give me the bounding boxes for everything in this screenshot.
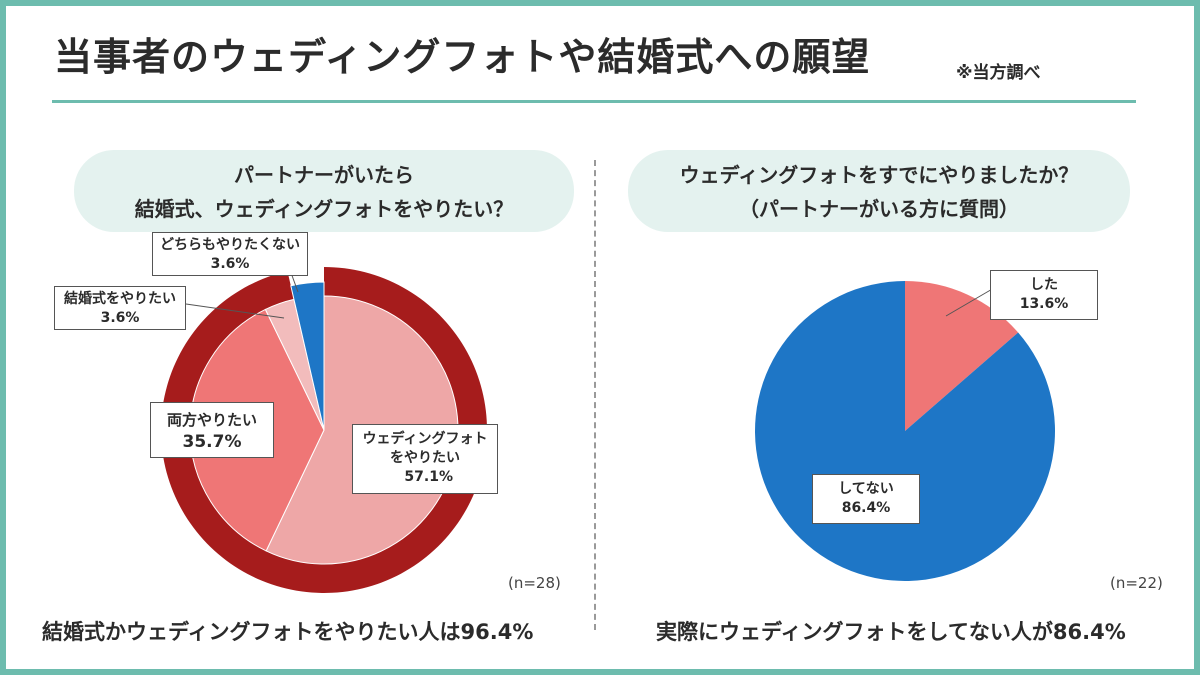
label-both-value: 35.7% bbox=[182, 432, 242, 452]
left-question-pill: パートナーがいたら 結婚式、ウェディングフォトをやりたい？ bbox=[74, 150, 574, 232]
label-neither-value: 3.6% bbox=[210, 256, 250, 272]
label-done-text: した bbox=[1030, 277, 1058, 293]
label-not-done-value: 86.4% bbox=[841, 500, 891, 516]
label-both-text: 両方やりたい bbox=[166, 411, 257, 429]
leader-line-done bbox=[945, 287, 995, 317]
label-neither-text: どちらもやりたくない bbox=[160, 237, 300, 253]
label-neither: どちらもやりたくない 3.6% bbox=[152, 232, 308, 276]
right-question-line-1: ウェディングフォトをすでにやりましたか？ bbox=[679, 163, 1079, 187]
left-question-line-1: パートナーがいたら bbox=[234, 163, 414, 187]
title-underline bbox=[52, 100, 1136, 103]
label-not-done-text: してない bbox=[838, 481, 894, 497]
label-ceremony-only-text: 結婚式をやりたい bbox=[64, 291, 176, 307]
label-both: 両方やりたい 35.7% bbox=[150, 402, 274, 458]
left-summary: 結婚式かウェディングフォトをやりたい人は96.4% bbox=[42, 620, 534, 644]
label-photo-only: ウェディングフォト をやりたい 57.1% bbox=[352, 424, 498, 494]
left-question-line-2: 結婚式、ウェディングフォトをやりたい？ bbox=[134, 197, 514, 221]
label-ceremony-only: 結婚式をやりたい 3.6% bbox=[54, 286, 186, 330]
right-summary: 実際にウェディングフォトをしてない人が86.4% bbox=[656, 620, 1126, 644]
label-ceremony-only-value: 3.6% bbox=[100, 310, 140, 326]
label-done: した 13.6% bbox=[990, 270, 1098, 320]
pie-slice-right-0 bbox=[905, 281, 1019, 431]
right-sample-size: (n=22) bbox=[1110, 574, 1163, 592]
left-sample-size: (n=28) bbox=[508, 574, 561, 592]
source-note: ※当方調べ bbox=[956, 63, 1041, 83]
label-photo-only-line-2: をやりたい bbox=[390, 450, 460, 466]
leader-line-ceremony bbox=[185, 303, 285, 319]
label-not-done: してない 86.4% bbox=[812, 474, 920, 524]
pie-slice-left-3 bbox=[290, 281, 325, 431]
page-title: 当事者のウェディングフォトや結婚式への願望 bbox=[54, 35, 871, 79]
label-photo-only-line-1: ウェディングフォト bbox=[362, 431, 488, 447]
right-question-pill: ウェディングフォトをすでにやりましたか？ （パートナーがいる方に質問） bbox=[628, 150, 1130, 232]
panel-divider bbox=[594, 160, 596, 630]
right-question-line-2: （パートナーがいる方に質問） bbox=[739, 197, 1019, 221]
label-done-value: 13.6% bbox=[1019, 296, 1069, 312]
label-photo-only-value: 57.1% bbox=[404, 469, 453, 485]
